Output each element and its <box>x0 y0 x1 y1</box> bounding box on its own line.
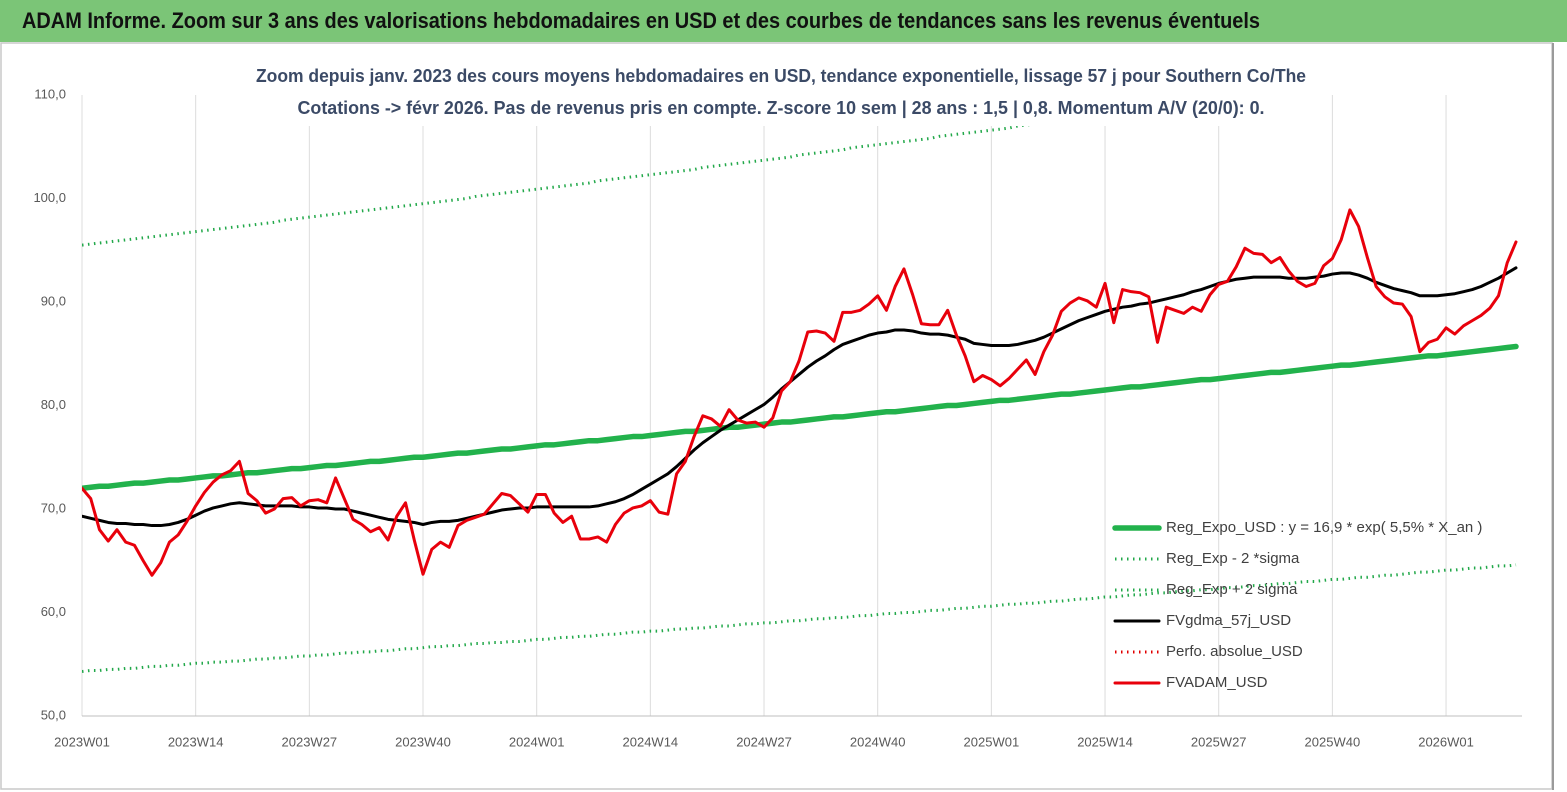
x-tick-label: 2024W01 <box>509 734 565 749</box>
y-tick-label: 90,0 <box>41 293 66 308</box>
legend-label: Reg_Expo_USD : y = 16,9 * exp( 5,5% * X_… <box>1166 519 1482 536</box>
legend-label: Reg_Exp + 2 sigma <box>1166 581 1298 598</box>
y-tick-label: 110,0 <box>34 86 66 101</box>
chart-title: Zoom depuis janv. 2023 des cours moyens … <box>256 66 1306 86</box>
x-tick-label: 2024W27 <box>736 734 792 749</box>
series-line <box>82 266 1518 528</box>
x-tick-label: 2025W14 <box>1077 734 1133 749</box>
y-tick-label: 60,0 <box>41 604 66 619</box>
legend-label: FVgdma_57j_USD <box>1166 612 1291 629</box>
x-tick-label: 2023W01 <box>54 734 110 749</box>
legend: Reg_Expo_USD : y = 16,9 * exp( 5,5% * X_… <box>1112 519 1482 691</box>
series-line <box>82 563 1517 673</box>
y-tick-label: 50,0 <box>41 707 66 722</box>
plot-area: 2023W01 2023W14 2023W27 2023W40 2024W01 2024W… <box>33 86 1522 749</box>
chart-title: Cotations -> févr 2026. Pas de revenus p… <box>298 98 1265 118</box>
x-tick-label: 2024W40 <box>850 734 906 749</box>
legend-label: Reg_Exp - 2 *sigma <box>1166 550 1300 567</box>
header-title: ADAM Informe. Zoom sur 3 ans des valoris… <box>22 8 1260 33</box>
series-line <box>82 343 1519 492</box>
series-line <box>82 208 1518 577</box>
title-box <box>250 60 1312 126</box>
x-tick-label: 2025W01 <box>964 734 1020 749</box>
y-tick-label: 100,0 <box>33 190 66 205</box>
x-tick-label: 2023W14 <box>168 734 224 749</box>
legend-label: FVADAM_USD <box>1166 674 1268 691</box>
x-tick-label: 2023W27 <box>282 734 338 749</box>
x-tick-label: 2026W01 <box>1418 734 1474 749</box>
header-bar <box>0 0 1567 42</box>
y-tick-label: 80,0 <box>41 397 66 412</box>
x-tick-label: 2023W40 <box>395 734 451 749</box>
x-tick-label: 2025W27 <box>1191 734 1247 749</box>
legend-label: Perfo. absolue_USD <box>1166 643 1303 660</box>
y-tick-label: 70,0 <box>41 500 66 515</box>
series-line <box>82 95 1258 247</box>
x-tick-label: 2025W40 <box>1305 734 1361 749</box>
x-tick-label: 2024W14 <box>623 734 679 749</box>
